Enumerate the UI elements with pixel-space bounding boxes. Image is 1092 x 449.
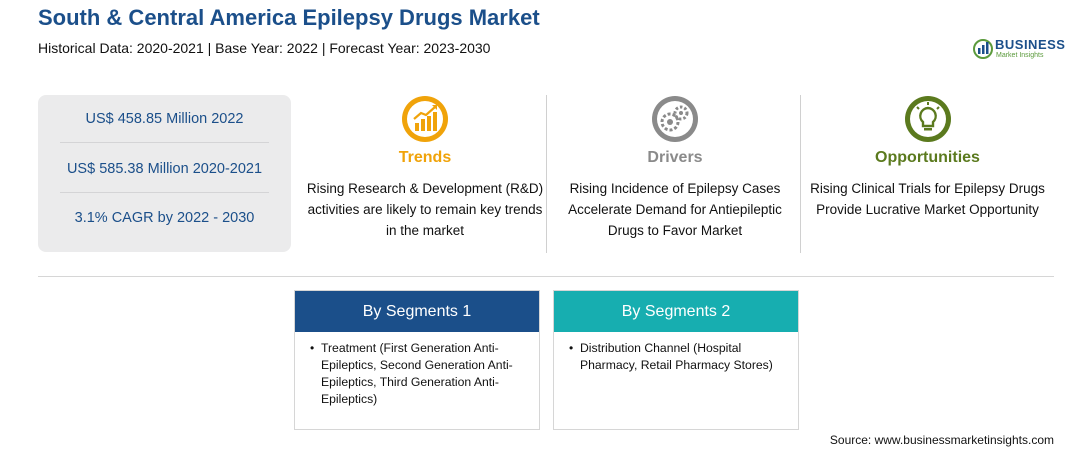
trends-column: Trends Rising Research & Development (R&…: [305, 94, 545, 254]
lightbulb-icon: [905, 96, 951, 142]
logo-tagline: Market Insights: [996, 52, 1044, 59]
segments-1-item: Treatment (First Generation Anti-Epilept…: [321, 341, 513, 406]
cagr-value: 3.1% CAGR by 2022 - 2030: [74, 210, 255, 226]
bar-chart-globe-icon: [973, 39, 993, 59]
opportunities-text: Rising Clinical Trials for Epilepsy Drug…: [810, 181, 1045, 217]
stat-divider: [60, 192, 269, 193]
opportunities-column: Opportunities Rising Clinical Trials for…: [805, 94, 1050, 254]
drivers-text: Rising Incidence of Epilepsy Cases Accel…: [568, 181, 782, 238]
stat-divider: [60, 142, 269, 143]
bullet-icon: •: [569, 341, 574, 355]
segments-2-item: Distribution Channel (Hospital Pharmacy,…: [580, 341, 773, 372]
business-market-insights-logo: BUSINESS Market Insights: [972, 35, 1066, 65]
source-note: Source: www.businessmarketinsights.com: [829, 433, 1054, 447]
column-divider: [546, 95, 547, 253]
page-title: South & Central America Epilepsy Drugs M…: [38, 5, 540, 30]
logo-name: BUSINESS: [995, 37, 1066, 52]
page-subtitle: Historical Data: 2020-2021 | Base Year: …: [38, 40, 491, 56]
segments-2-list: • Distribution Channel (Hospital Pharmac…: [554, 332, 798, 374]
column-divider: [800, 95, 801, 253]
market-stats-panel: US$ 458.85 Million 2022 US$ 585.38 Milli…: [38, 95, 291, 252]
gears-icon: [652, 96, 698, 142]
segments-1-list: • Treatment (First Generation Anti-Epile…: [295, 332, 539, 408]
segments-2-box: By Segments 2 • Distribution Channel (Ho…: [553, 290, 799, 430]
market-size-2022: US$ 458.85 Million 2022: [85, 111, 244, 127]
trends-heading: Trends: [398, 149, 452, 166]
drivers-heading: Drivers: [647, 149, 703, 166]
trends-text: Rising Research & Development (R&D) acti…: [306, 181, 544, 238]
segments-1-title: By Segments 1: [295, 291, 539, 332]
market-size-historical: US$ 585.38 Million 2020-2021: [66, 161, 263, 177]
segments-1-box: By Segments 1 • Treatment (First Generat…: [294, 290, 540, 430]
section-divider: [38, 276, 1054, 277]
bullet-icon: •: [310, 341, 315, 355]
opportunities-heading: Opportunities: [875, 149, 980, 166]
segments-2-title: By Segments 2: [554, 291, 798, 332]
drivers-column: Drivers Rising Incidence of Epilepsy Cas…: [555, 94, 795, 254]
trending-up-chart-icon: [402, 96, 448, 142]
